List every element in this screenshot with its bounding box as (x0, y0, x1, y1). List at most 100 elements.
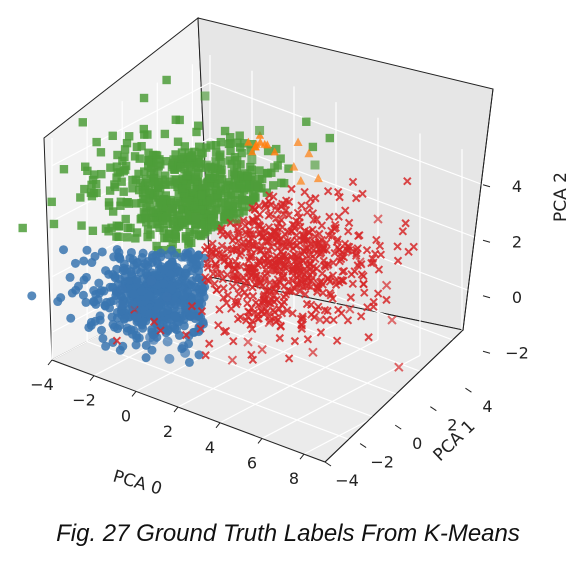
cluster-point-dense (148, 208, 158, 217)
cluster-point-dense (259, 296, 268, 305)
cluster-point-dense (173, 137, 183, 146)
cluster-point-dense (241, 280, 251, 290)
cluster-point-dense (191, 163, 201, 172)
cluster-point-dense (176, 162, 185, 172)
outlier-point (355, 257, 365, 267)
cluster-point-dense (309, 215, 318, 225)
cluster-point-dense (292, 231, 301, 240)
cluster-point-dense (325, 133, 334, 143)
cluster-point-dense (364, 333, 373, 342)
cluster-point-dense (134, 169, 143, 179)
outlier-point (387, 315, 397, 325)
cluster-point-dense (193, 157, 203, 167)
cluster-point-dense (255, 166, 264, 175)
cluster-point-dense (124, 199, 134, 208)
cluster-point-dense (96, 148, 106, 157)
cluster-point-dense (171, 226, 180, 235)
cluster-point-dense (293, 273, 302, 283)
cluster-point-dense (70, 258, 80, 268)
cluster-point-dense (128, 289, 138, 299)
cluster-point-dense (80, 184, 89, 194)
cluster-point-dense (216, 186, 226, 195)
data-point (313, 173, 323, 183)
cluster-point-dense (323, 186, 333, 196)
cluster-point-dense (247, 147, 257, 156)
cluster-point-dense (234, 236, 243, 246)
cluster-point-dense (203, 275, 212, 285)
cluster-point-dense (207, 205, 216, 214)
data-point (145, 332, 156, 343)
cluster-point-dense (262, 307, 271, 317)
cluster-point-dense (299, 236, 309, 245)
cluster-point-dense (122, 233, 132, 242)
cluster-point-dense (191, 225, 200, 235)
cluster-point-dense (147, 345, 157, 355)
cluster-point-dense (143, 225, 153, 234)
cluster-point-dense (136, 215, 145, 224)
cluster-point-dense (229, 336, 238, 346)
cluster-point-dense (171, 150, 180, 159)
data-point (161, 291, 172, 302)
x-tick-label: −2 (72, 391, 96, 410)
cluster-point-dense (235, 180, 245, 190)
data-point (289, 162, 299, 171)
cluster-point-dense (310, 232, 320, 241)
cluster-point-dense (170, 312, 180, 322)
cluster-point-dense (228, 282, 237, 291)
z-tick-mark (482, 295, 491, 299)
cluster-point-dense (298, 312, 307, 321)
cluster-point-dense (224, 206, 233, 215)
cluster-point-dense (177, 148, 187, 157)
grid-line (219, 339, 379, 424)
cluster-point-dense (182, 180, 192, 190)
cluster-point-dense (314, 302, 323, 311)
cluster-point-dense (211, 141, 221, 150)
cluster-point-dense (305, 228, 314, 237)
cluster-point-dense (230, 257, 240, 266)
cluster-point-dense (296, 222, 305, 231)
cluster-point-dense (348, 279, 358, 289)
cluster-point-dense (18, 223, 27, 233)
cluster-point-dense (115, 254, 125, 264)
cluster-point-dense (49, 219, 59, 229)
data-point (116, 299, 127, 310)
cluster-point-dense (351, 193, 361, 203)
cluster-point-dense (210, 178, 220, 188)
data-point (303, 274, 313, 285)
cluster-point-dense (76, 193, 85, 202)
cluster-point-dense (178, 282, 188, 292)
cluster-point-dense (187, 201, 197, 211)
cluster-point-dense (141, 260, 151, 270)
z-tick-mark (482, 239, 491, 243)
cluster-point-dense (215, 305, 224, 314)
cluster-point-dense (200, 245, 210, 255)
cluster-point-dense (260, 275, 270, 285)
cluster-point-dense (170, 250, 180, 260)
cluster-point-dense (112, 336, 122, 345)
cluster-point-dense (164, 233, 174, 243)
cluster-point-dense (182, 198, 192, 207)
cluster-point-dense (307, 310, 316, 319)
cluster-point-dense (186, 152, 196, 162)
cluster-point-dense (82, 245, 92, 255)
cluster-point-dense (239, 139, 249, 148)
data-point (116, 283, 127, 294)
cluster-point-dense (166, 260, 176, 270)
cluster-point-dense (271, 314, 280, 323)
data-points (18, 75, 418, 372)
cluster-point-dense (235, 208, 244, 218)
cluster-point-dense (219, 284, 228, 293)
cluster-point-dense (119, 187, 128, 196)
cluster-point-dense (167, 198, 176, 207)
cluster-point-dense (300, 290, 310, 299)
cluster-point-dense (290, 336, 300, 346)
cluster-point-dense (243, 171, 252, 181)
cluster-point-dense (245, 180, 254, 190)
cluster-point-dense (79, 275, 89, 285)
cluster-point-dense (173, 182, 182, 192)
cluster-point-dense (241, 316, 251, 325)
data-point (322, 260, 332, 270)
y-tick-label: 0 (412, 434, 422, 453)
cluster-point-dense (291, 251, 301, 261)
data-point (201, 160, 211, 170)
